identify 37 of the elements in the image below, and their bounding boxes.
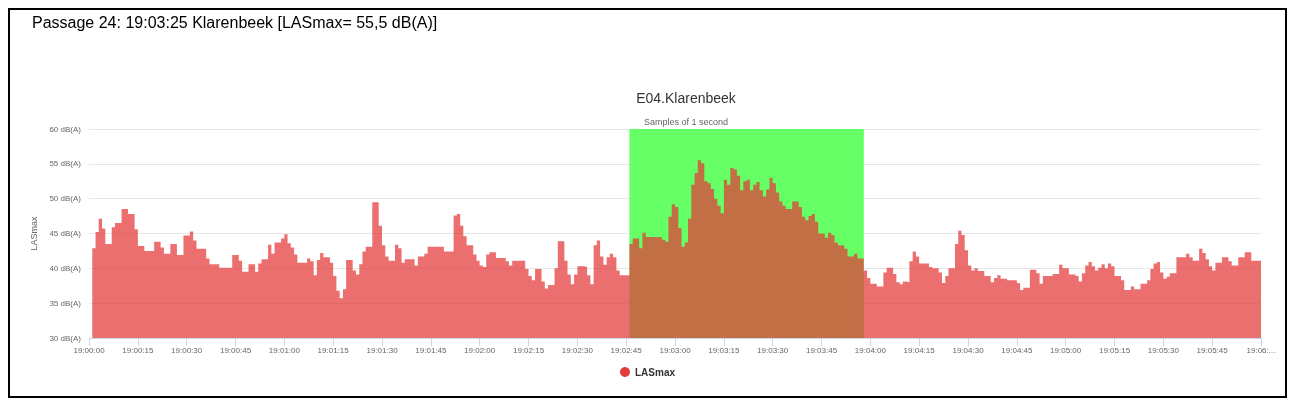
x-tick-label: 19:05:15 — [1098, 345, 1131, 355]
x-tick-label: 19:01:15 — [317, 345, 350, 355]
x-tick-label: 19:03:30 — [757, 345, 789, 355]
x-tick-label: 19:02:45 — [610, 345, 643, 355]
y-tick-label: 35 dB(A) — [49, 298, 82, 308]
y-tick-label: 60 dB(A) — [49, 124, 82, 134]
y-tick-label: 50 dB(A) — [49, 194, 82, 204]
x-tick-label: 19:01:45 — [415, 345, 447, 355]
x-tick-label: 19:01:30 — [366, 345, 399, 355]
x-tick-label: 19:05:00 — [1050, 345, 1082, 355]
x-tick-label: 19:02:30 — [561, 345, 594, 355]
y-tick-label: 45 dB(A) — [49, 229, 82, 238]
x-tick-label: 19:04:00 — [854, 345, 887, 355]
x-tick-label: 19:03:00 — [659, 345, 692, 355]
legend-label: LASmax — [634, 366, 676, 378]
x-tick-label: 19:00:15 — [122, 345, 154, 355]
x-tick-label: 19:04:15 — [903, 345, 936, 355]
chart-title: E04.Klarenbeek — [636, 90, 737, 106]
x-tick-label: 19:06:... — [1246, 345, 1276, 355]
x-tick-label: 19:00:45 — [219, 345, 252, 355]
x-tick-label: 19:02:15 — [512, 345, 545, 355]
y-tick-label: 40 dB(A) — [49, 263, 82, 273]
x-tick-label: 19:04:45 — [1001, 345, 1033, 355]
x-tick-label: 19:03:45 — [805, 345, 838, 355]
x-tick-label: 19:03:15 — [708, 345, 740, 355]
y-tick-label: 30 dB(A) — [49, 333, 82, 343]
y-tick-label: 55 dB(A) — [49, 159, 82, 169]
chart-subtitle: Samples of 1 second — [643, 116, 729, 127]
x-tick-label: 19:01:00 — [268, 345, 301, 355]
text: Passage 24: 19:03:25 Klarenbeek [LASmax= 55,5 dB(A)] — [32, 14, 438, 32]
y-axis-title: LASmax — [29, 215, 40, 251]
x-tick-label: 19:05:45 — [1196, 345, 1229, 355]
x-tick-label: 19:04:30 — [952, 345, 985, 355]
x-tick-label: 19:05:30 — [1147, 345, 1180, 355]
x-tick-label: 19:02:00 — [464, 345, 496, 355]
x-tick-label: 19:00:00 — [73, 345, 106, 355]
x-tick-label: 19:00:30 — [171, 345, 203, 355]
